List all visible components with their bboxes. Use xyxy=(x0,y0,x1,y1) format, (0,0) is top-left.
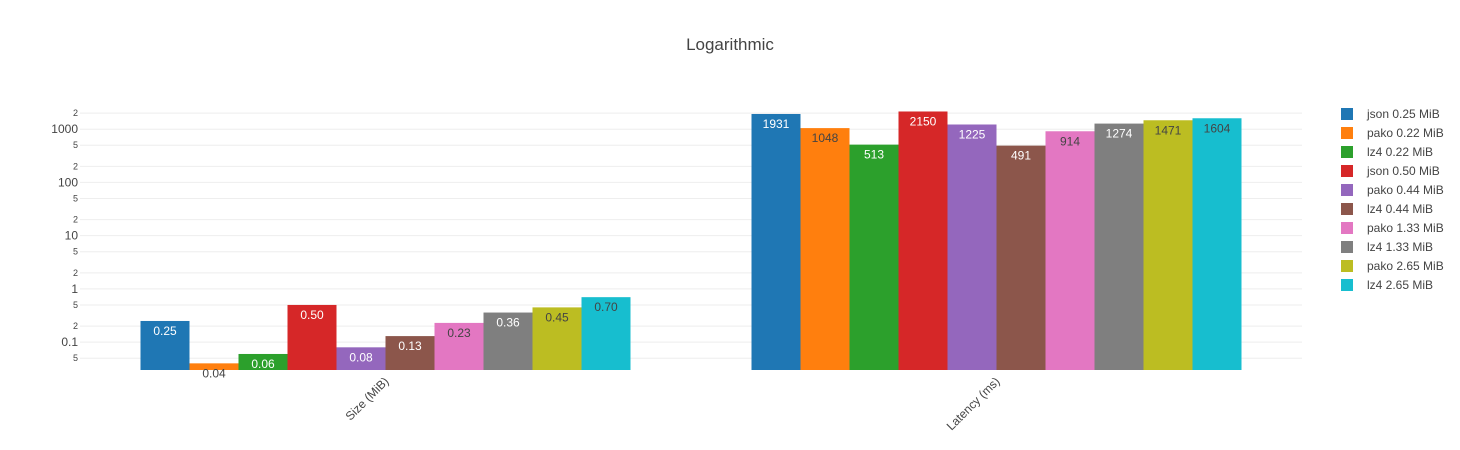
y-minor-tick-label: 2 xyxy=(73,161,78,171)
bar-value-label: 1225 xyxy=(959,127,986,141)
x-category-label: Size (MiB) xyxy=(343,374,392,423)
y-tick-label: 10 xyxy=(65,229,79,243)
legend-swatch xyxy=(1341,222,1353,234)
legend-label: lz4 2.65 MiB xyxy=(1367,278,1433,292)
bar xyxy=(532,307,582,370)
bar-value-label: 0.13 xyxy=(398,339,422,353)
bar xyxy=(140,320,190,370)
x-axis: Size (MiB) Latency (ms) xyxy=(343,374,1003,433)
y-minor-tick-label: 5 xyxy=(73,140,78,150)
y-minor-tick-label: 2 xyxy=(73,321,78,331)
legend-item[interactable]: lz4 0.22 MiB xyxy=(1341,145,1433,159)
bar-value-label: 914 xyxy=(1060,134,1080,148)
y-minor-tick-label: 2 xyxy=(73,108,78,118)
legend-swatch xyxy=(1341,279,1353,291)
y-tick-label: 1000 xyxy=(51,122,78,136)
legend-item[interactable]: json 0.50 MiB xyxy=(1341,164,1440,178)
bar-value-label: 1931 xyxy=(763,117,790,131)
bar-value-label: 0.36 xyxy=(496,316,520,330)
bar xyxy=(996,145,1046,370)
bar-value-label: 513 xyxy=(864,148,884,162)
legend-label: lz4 0.22 MiB xyxy=(1367,145,1433,159)
bar-value-label: 0.04 xyxy=(202,366,226,380)
bar-value-label: 1471 xyxy=(1155,123,1182,137)
bar xyxy=(947,124,997,371)
bar xyxy=(1094,123,1144,370)
legend-item[interactable]: pako 1.33 MiB xyxy=(1341,221,1444,235)
bar-value-label: 0.06 xyxy=(251,357,275,371)
legend-item[interactable]: lz4 1.33 MiB xyxy=(1341,240,1433,254)
bar xyxy=(751,113,801,371)
y-minor-tick-label: 2 xyxy=(73,215,78,225)
legend-label: pako 1.33 MiB xyxy=(1367,221,1444,235)
legend-swatch xyxy=(1341,127,1353,139)
bar xyxy=(1143,120,1193,370)
y-minor-tick-label: 5 xyxy=(73,193,78,203)
legend-swatch xyxy=(1341,260,1353,272)
y-minor-tick-label: 5 xyxy=(73,353,78,363)
legend-item[interactable]: lz4 2.65 MiB xyxy=(1341,278,1433,292)
bar-value-label: 0.70 xyxy=(594,300,618,314)
bar xyxy=(287,304,337,370)
y-minor-tick-label: 5 xyxy=(73,247,78,257)
bar xyxy=(189,363,239,370)
bar-value-label: 0.25 xyxy=(153,324,177,338)
legend-item[interactable]: pako 0.22 MiB xyxy=(1341,126,1444,140)
bar-value-label: 0.23 xyxy=(447,326,471,340)
y-tick-label: 100 xyxy=(58,175,78,189)
bar xyxy=(581,297,631,370)
bar xyxy=(849,144,899,370)
legend-label: pako 0.44 MiB xyxy=(1367,183,1444,197)
y-tick-label: 1 xyxy=(71,282,78,296)
legend-swatch xyxy=(1341,203,1353,215)
bar xyxy=(800,128,850,370)
legend-label: lz4 0.44 MiB xyxy=(1367,202,1433,216)
legend-label: pako 0.22 MiB xyxy=(1367,126,1444,140)
legend-swatch xyxy=(1341,165,1353,177)
y-axis: 0.1 1 10 100 1000 5 2 5 2 5 2 5 2 5 2 xyxy=(51,108,78,363)
bar xyxy=(238,353,288,370)
bar xyxy=(1045,131,1095,370)
y-tick-label: 0.1 xyxy=(61,335,78,349)
bar-value-label: 1604 xyxy=(1204,121,1231,135)
y-minor-tick-label: 2 xyxy=(73,268,78,278)
bar-value-label: 0.08 xyxy=(349,350,373,364)
bar xyxy=(336,347,386,370)
x-category-label: Latency (ms) xyxy=(944,374,1003,433)
legend-item[interactable]: json 0.25 MiB xyxy=(1341,107,1440,121)
chart-title: Logarithmic xyxy=(686,35,774,54)
bar-value-label: 1274 xyxy=(1106,127,1133,141)
bar-value-label: 0.50 xyxy=(300,308,324,322)
legend-item[interactable]: pako 0.44 MiB xyxy=(1341,183,1444,197)
bar-value-label: 491 xyxy=(1011,149,1031,163)
legend-label: json 0.25 MiB xyxy=(1366,107,1440,121)
legend-label: pako 2.65 MiB xyxy=(1367,259,1444,273)
bar xyxy=(898,111,948,370)
bar xyxy=(1192,118,1242,370)
y-minor-tick-label: 5 xyxy=(73,300,78,310)
bar-value-label: 1048 xyxy=(812,131,839,145)
legend-swatch xyxy=(1341,108,1353,120)
legend-item[interactable]: lz4 0.44 MiB xyxy=(1341,202,1433,216)
bar-value-label: 0.45 xyxy=(545,310,569,324)
legend-swatch xyxy=(1341,146,1353,158)
bar-value-label: 2150 xyxy=(910,114,937,128)
bars: 0.25 0.04 0.06 0.50 0.08 0.13 0.23 0.36 0.45 0.70… xyxy=(140,111,1242,380)
bar xyxy=(385,336,435,370)
legend: json 0.25 MiB pako 0.22 MiB lz4 0.22 MiB js… xyxy=(1341,107,1444,292)
legend-label: lz4 1.33 MiB xyxy=(1367,240,1433,254)
legend-swatch xyxy=(1341,184,1353,196)
legend-item[interactable]: pako 2.65 MiB xyxy=(1341,259,1444,273)
bar xyxy=(434,322,484,370)
legend-label: json 0.50 MiB xyxy=(1366,164,1440,178)
legend-swatch xyxy=(1341,241,1353,253)
bar xyxy=(483,312,533,370)
